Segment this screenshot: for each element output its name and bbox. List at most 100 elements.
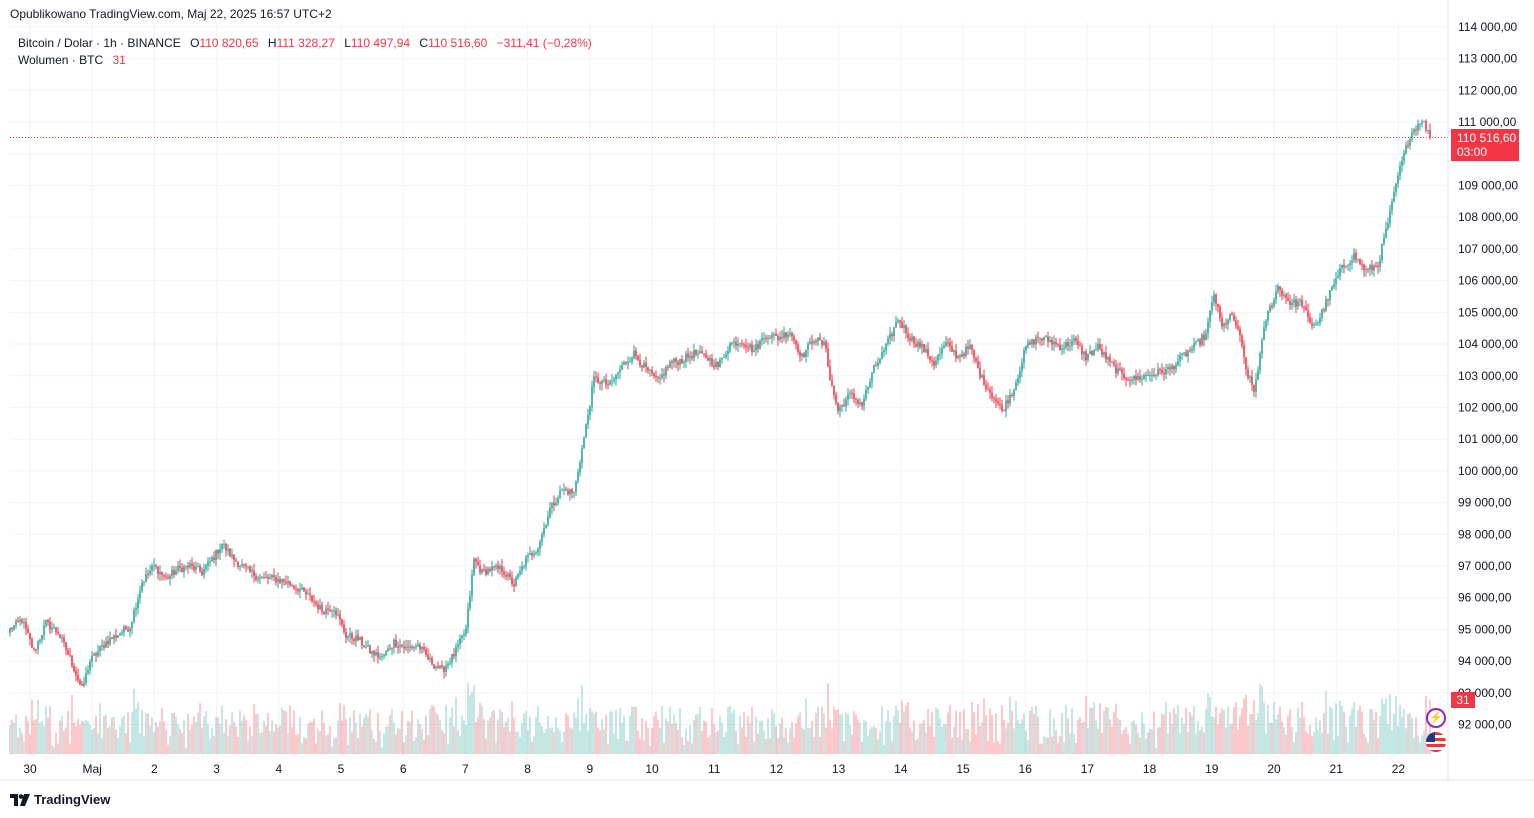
volume-bar — [949, 705, 951, 754]
volume-bar — [855, 714, 857, 754]
volume-bar — [1021, 719, 1023, 754]
volume-bar — [969, 741, 971, 754]
candle-body — [999, 403, 1001, 406]
volume-bar — [1341, 705, 1343, 754]
candle-body — [529, 553, 531, 555]
candle-body — [1235, 320, 1237, 326]
y-tick-label: 94 000,00 — [1458, 654, 1512, 668]
volume-label[interactable]: Wolumen · BTC — [18, 53, 104, 67]
volume-bar — [689, 724, 691, 754]
volume-bar — [427, 734, 429, 754]
candle-body — [253, 570, 255, 577]
bar-countdown: 03:00 — [1457, 145, 1488, 159]
candle-body — [35, 649, 37, 651]
candle-body — [589, 406, 591, 416]
volume-bar — [461, 715, 463, 754]
volume-bar — [403, 742, 405, 754]
volume-bar — [843, 741, 845, 754]
volume-bar — [1323, 713, 1325, 754]
volume-bar — [895, 705, 897, 754]
volume-bar — [497, 719, 499, 754]
volume-bar — [127, 711, 129, 754]
volume-row: Wolumen · BTC 31 — [18, 52, 592, 69]
candle-body — [509, 573, 511, 578]
volume-bar — [329, 725, 331, 754]
volume-bar — [265, 725, 267, 754]
candle-body — [65, 642, 67, 651]
candle-body — [845, 399, 847, 407]
volume-bar — [35, 719, 37, 754]
volume-bar — [477, 717, 479, 754]
candle-body — [847, 394, 849, 400]
volume-bar — [353, 710, 355, 754]
flash-icon[interactable]: ⚡ — [1426, 708, 1446, 728]
candle-body — [375, 652, 377, 656]
volume-bar — [1095, 720, 1097, 754]
candle-body — [501, 565, 503, 572]
volume-bar — [1119, 720, 1121, 754]
candle-body — [467, 608, 469, 628]
volume-bar — [1385, 698, 1387, 754]
candle-body — [825, 341, 827, 349]
volume-bar — [1401, 716, 1403, 754]
candle-body — [507, 573, 509, 577]
candle-body — [521, 566, 523, 571]
volume-bar — [923, 719, 925, 754]
volume-bar — [1153, 711, 1155, 754]
candle-body — [563, 489, 565, 491]
volume-bar — [539, 722, 541, 754]
y-tick-label: 113 000,00 — [1458, 52, 1517, 66]
volume-bar — [1167, 733, 1169, 754]
candle-body — [1025, 346, 1027, 351]
candle-body — [1077, 340, 1079, 346]
candle-body — [767, 338, 769, 340]
candle-body — [1263, 327, 1265, 340]
candle-body — [995, 399, 997, 402]
volume-bar — [577, 698, 579, 754]
symbol-label[interactable]: Bitcoin / Dolar · 1h · BINANCE — [18, 36, 181, 50]
volume-bar — [637, 730, 639, 754]
candle-body — [789, 332, 791, 335]
volume-bar — [245, 719, 247, 754]
volume-bar — [465, 724, 467, 754]
volume-bar — [823, 713, 825, 754]
candle-body — [191, 563, 193, 566]
candle-body — [921, 343, 923, 348]
candle-body — [609, 381, 611, 385]
volume-bar — [1159, 727, 1161, 754]
candle-body — [757, 344, 759, 349]
candle-body — [479, 565, 481, 573]
candle-body — [1183, 352, 1185, 354]
candle-body — [249, 566, 251, 572]
candle-body — [929, 356, 931, 361]
volume-bar — [405, 735, 407, 754]
volume-bar — [595, 711, 597, 754]
candle-body — [581, 447, 583, 463]
tradingview-brand[interactable]: TradingView — [10, 792, 110, 807]
brand-name: TradingView — [34, 792, 111, 807]
candle-body — [71, 655, 73, 666]
candle-body — [197, 566, 199, 568]
volume-bar — [547, 716, 549, 754]
candle-body — [1349, 262, 1351, 266]
volume-bar — [1013, 728, 1015, 754]
volume-bar — [1317, 729, 1319, 754]
volume-bar — [1223, 710, 1225, 754]
volume-bar — [739, 715, 741, 754]
candle-body — [413, 646, 415, 649]
volume-bar — [675, 722, 677, 754]
candle-body — [537, 549, 539, 553]
candle-body — [175, 570, 177, 575]
volume-bar — [345, 719, 347, 754]
volume-bar — [449, 717, 451, 754]
us-flag-icon[interactable] — [1426, 732, 1446, 752]
volume-bar — [1137, 732, 1139, 754]
time-axis[interactable]: 30 Maj 2 3 4 5 6 7 8 9 10 11 12 13 14 15 16 17 18 19 20 21 22 — [23, 762, 1405, 776]
candle-body — [405, 646, 407, 649]
volume-bar — [945, 723, 947, 754]
candle-body — [465, 627, 467, 634]
candle-body — [483, 568, 485, 570]
volume-bar — [1179, 732, 1181, 754]
